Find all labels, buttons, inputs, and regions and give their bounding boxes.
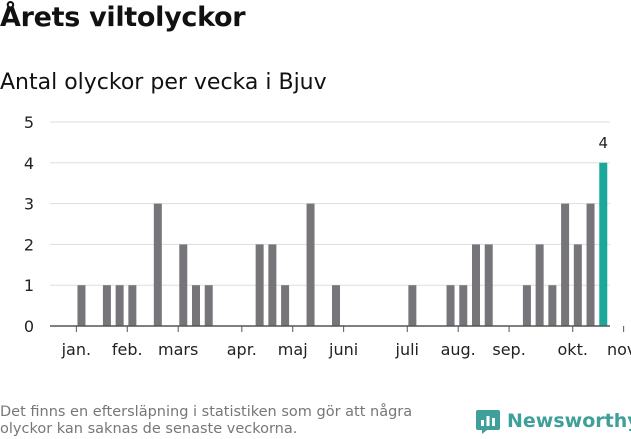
bar	[472, 244, 480, 326]
newsworthy-logo-text: Newsworthy	[507, 410, 631, 432]
y-tick-label: 0	[24, 317, 34, 336]
bar	[77, 285, 86, 326]
bar	[522, 285, 531, 326]
bar	[332, 285, 340, 326]
bar-chart: 0 1 2 3 4 5 4 jan. feb. mars apr. maj juni juli aug. se…	[24, 113, 631, 359]
footnote: Det finns en eftersläpning i statistiken…	[0, 404, 413, 437]
y-tick-label: 4	[24, 154, 34, 173]
y-tick-label: 5	[24, 113, 34, 132]
highlighted-bar	[599, 162, 608, 326]
bar	[204, 285, 213, 326]
bar	[153, 203, 162, 326]
x-tick-label: sep.	[492, 340, 525, 359]
x-tick-label: maj	[278, 340, 308, 359]
x-tick-label: feb.	[112, 340, 143, 359]
bar	[281, 285, 290, 326]
y-tick-label: 2	[24, 235, 34, 254]
x-tick-label: juni	[328, 340, 358, 359]
bar	[192, 285, 200, 326]
newsworthy-logo-icon	[476, 410, 500, 434]
bar	[115, 285, 124, 326]
bar	[561, 203, 570, 326]
bar	[179, 244, 188, 326]
y-tick-label: 1	[24, 276, 34, 295]
x-tick-label: aug.	[441, 340, 476, 359]
x-tick-label: juli	[395, 340, 419, 359]
bar	[255, 244, 264, 326]
bar	[128, 285, 137, 326]
y-tick-label: 3	[24, 195, 34, 214]
bar	[548, 285, 557, 326]
bar	[535, 244, 544, 326]
bar	[268, 244, 277, 326]
bar	[306, 203, 315, 326]
data-label: 4	[598, 134, 608, 152]
newsworthy-logo: Newsworthy	[475, 408, 631, 434]
x-tick-label: nov.	[607, 340, 631, 359]
x-tick-label: mars	[158, 340, 198, 359]
x-tick-label: jan.	[61, 340, 91, 359]
bar	[408, 285, 417, 326]
x-tick-label: apr.	[227, 340, 257, 359]
bar	[459, 285, 468, 326]
bar	[102, 285, 111, 326]
bar	[573, 244, 582, 326]
bar	[484, 244, 493, 326]
bar	[446, 285, 455, 326]
chart-title: Årets viltolyckor	[0, 2, 246, 33]
x-tick-label: okt.	[558, 340, 588, 359]
bar	[586, 203, 595, 326]
chart-subtitle: Antal olyckor per vecka i Bjuv	[0, 70, 327, 95]
